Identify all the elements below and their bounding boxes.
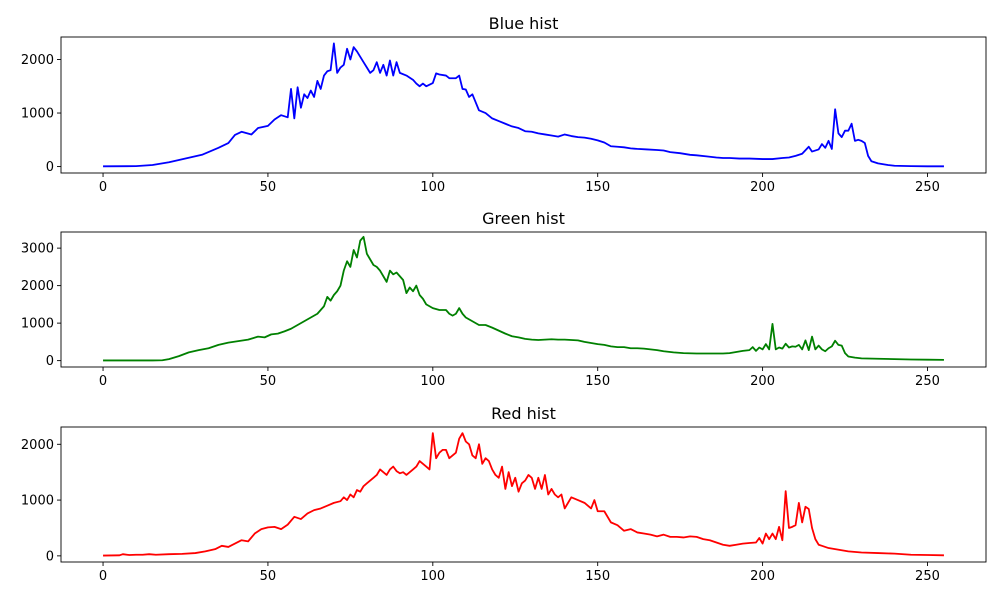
x-tick-label: 100 xyxy=(420,569,445,584)
x-tick-label: 0 xyxy=(99,374,107,389)
series-line xyxy=(103,42,944,168)
x-tick-label: 250 xyxy=(915,569,940,584)
x-tick-label: 150 xyxy=(585,569,610,584)
axes-frame xyxy=(60,231,987,368)
subplot-1: Blue hist 0 50 100 150 200 250 0 1000 2000 xyxy=(21,14,987,195)
x-tick-label: 50 xyxy=(260,374,277,389)
subplot-title: Red hist xyxy=(491,404,556,423)
y-tick-label: 0 xyxy=(46,160,54,175)
y-tick-label: 2000 xyxy=(21,53,54,68)
x-tick-label: 200 xyxy=(750,374,775,389)
x-tick-label: 50 xyxy=(260,569,277,584)
subplot-2: Green hist 0 50 100 150 200 250 0 1000 2000 3000 xyxy=(21,209,987,389)
y-tick-label: 1000 xyxy=(21,494,54,509)
x-tick-label: 50 xyxy=(260,180,277,195)
y-tick-label: 2000 xyxy=(21,438,54,453)
y-tick-label: 0 xyxy=(46,354,54,369)
series-line xyxy=(103,432,944,557)
series-line xyxy=(103,235,944,362)
axes-frame xyxy=(60,36,987,174)
y-tick-label: 1000 xyxy=(21,107,54,122)
y-tick-label: 2000 xyxy=(21,279,54,294)
x-tick-label: 150 xyxy=(585,374,610,389)
x-tick-label: 100 xyxy=(420,180,445,195)
y-tick-label: 3000 xyxy=(21,242,54,257)
x-tick-label: 250 xyxy=(915,180,940,195)
y-tick-label: 1000 xyxy=(21,317,54,332)
x-tick-label: 100 xyxy=(420,374,445,389)
x-tick-label: 250 xyxy=(915,374,940,389)
subplot-title: Green hist xyxy=(482,209,565,228)
y-tick-label: 0 xyxy=(46,549,54,564)
axes-frame xyxy=(60,426,987,563)
x-tick-label: 150 xyxy=(585,180,610,195)
subplot-3: Red hist 0 50 100 150 200 250 0 1000 2000 xyxy=(21,404,987,584)
x-tick-label: 0 xyxy=(99,569,107,584)
x-tick-label: 200 xyxy=(750,180,775,195)
x-tick-label: 200 xyxy=(750,569,775,584)
x-tick-label: 0 xyxy=(99,180,107,195)
subplot-title: Blue hist xyxy=(489,14,559,33)
